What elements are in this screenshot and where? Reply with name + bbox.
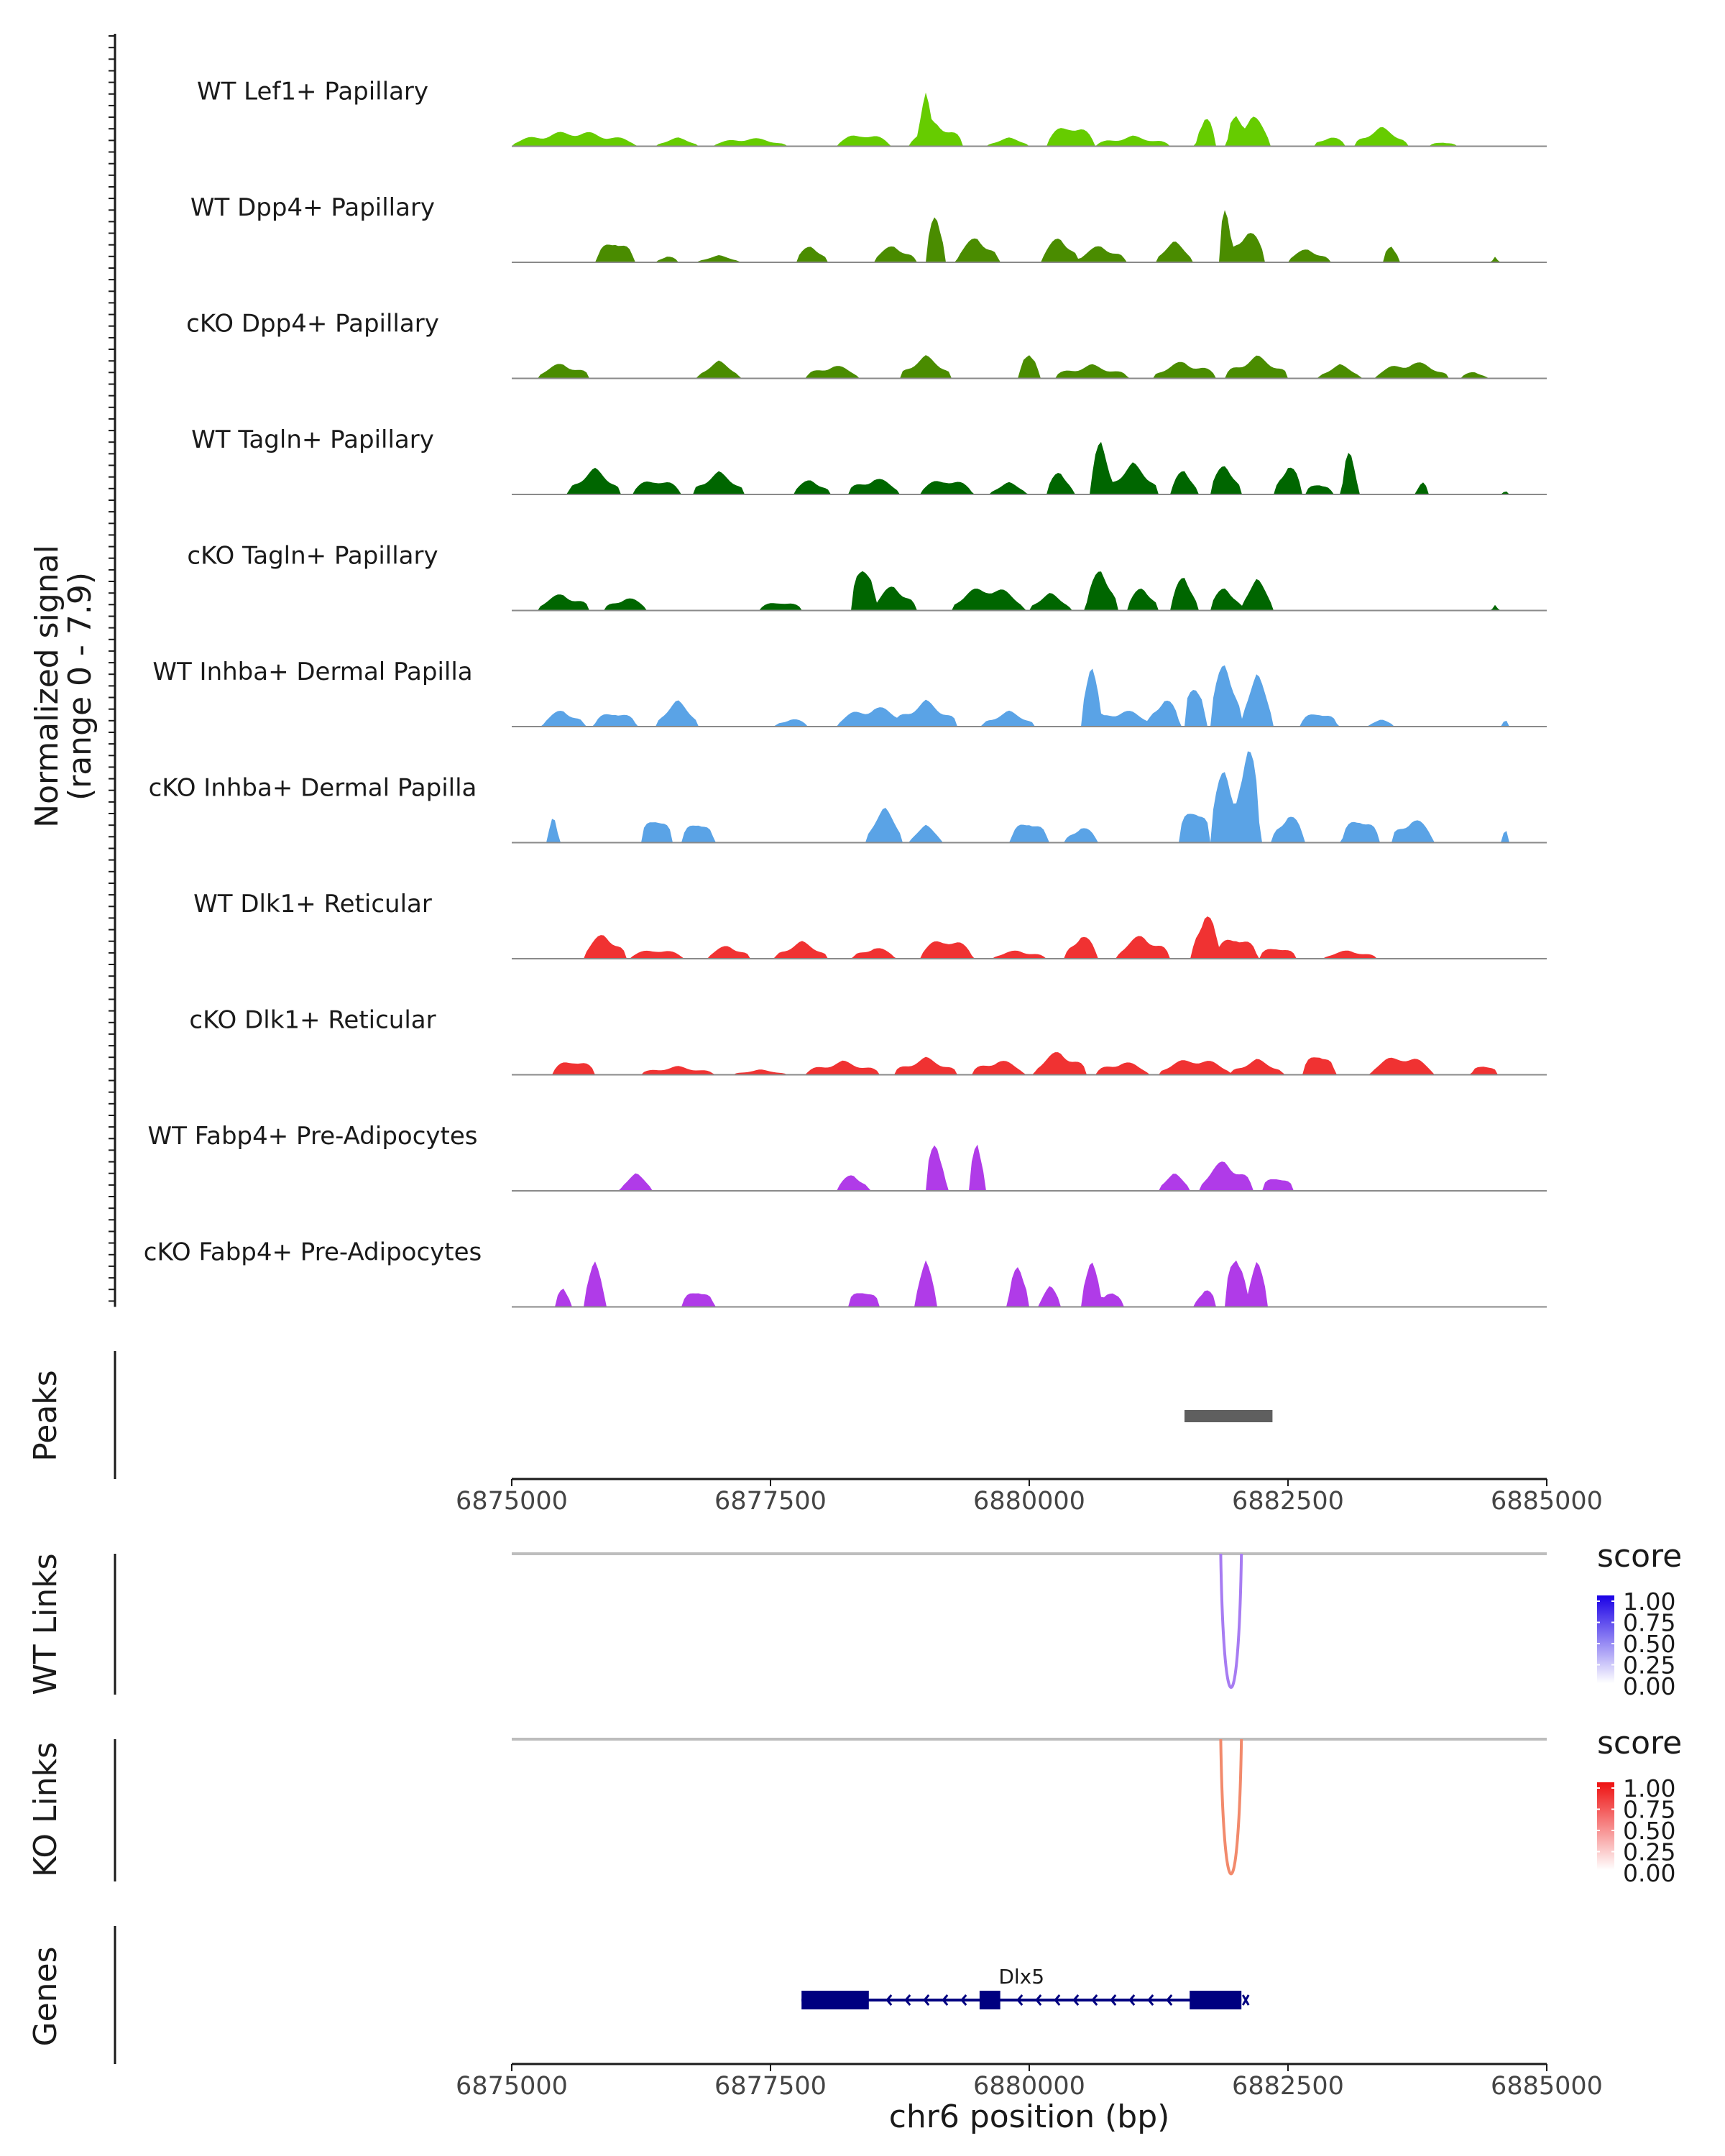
genes-y-label: Genes	[27, 1946, 64, 2046]
link-arc	[1219, 1738, 1243, 1876]
x-tick-label: 6877500	[714, 1487, 827, 1516]
link-y-label: WT Links	[27, 1553, 64, 1695]
peaks-y-label: Peaks	[27, 1370, 64, 1461]
coverage-track: cKO Inhba+ Dermal Papilla	[149, 751, 1547, 844]
coverage-y-ticks	[109, 35, 115, 1302]
coverage-panel: WT Lef1+ Papillary WT Dpp4+ Papillary cKO …	[29, 34, 1547, 1308]
coverage-area	[512, 751, 1547, 843]
link-track: WT Links score 1.000.750.500.250.00	[27, 1538, 1682, 1700]
strand-chevron	[1128, 1994, 1136, 2006]
coverage-area	[512, 210, 1547, 262]
legend-title: score	[1597, 1538, 1682, 1575]
strand-chevron	[923, 1994, 930, 2006]
strand-chevron	[1035, 1994, 1042, 2006]
coverage-track: WT Tagln+ Papillary	[191, 425, 1547, 495]
coverage-track: cKO Fabp4+ Pre-Adipocytes	[144, 1238, 1547, 1308]
y-label-line: Normalized signal	[29, 545, 65, 828]
strand-chevron	[1147, 1994, 1154, 2006]
strand-chevron	[960, 1994, 967, 2006]
strand-chevron	[904, 1994, 911, 2006]
strand-arrows	[886, 1994, 1173, 2006]
legend-colorbar	[1597, 1595, 1614, 1683]
track-label: WT Tagln+ Papillary	[191, 425, 434, 454]
x-axis-bottom: 6875000 6877500 6880000 6882500 6885000	[456, 2063, 1603, 2101]
strand-chevron	[1016, 1994, 1024, 2006]
gene-exon	[801, 1991, 869, 2009]
track-label: WT Dlk1+ Reticular	[193, 890, 432, 918]
coverage-area	[512, 355, 1547, 379]
track-label: WT Lef1+ Papillary	[197, 78, 428, 106]
peaks-panel: Peaks 6875000 6877500 6880000 6882500 6885000	[27, 1351, 1603, 1516]
gene-name: Dlx5	[998, 1965, 1044, 1989]
gene-exon	[1190, 1991, 1242, 2009]
x-tick-label: 6885000	[1491, 1487, 1603, 1516]
strand-chevron	[1166, 1994, 1173, 2006]
coverage-track: cKO Tagln+ Papillary	[187, 542, 1547, 612]
x-tick-label: 6882500	[1232, 1487, 1344, 1516]
legend-label: 0.75	[1623, 1796, 1675, 1824]
coverage-area	[512, 571, 1547, 611]
coverage-track: WT Fabp4+ Pre-Adipocytes	[148, 1122, 1547, 1192]
link-track: KO Links score 1.000.750.500.250.00	[27, 1725, 1682, 1887]
x-axis-title: chr6 position (bp)	[889, 2099, 1170, 2135]
genes-panel: Genes Dlx5 6875000 6877500 6880000 6882500 688…	[27, 1926, 1603, 2135]
coverage-track: WT Lef1+ Papillary	[197, 78, 1547, 147]
legend-label: 0.25	[1623, 1651, 1675, 1680]
strand-chevron	[886, 1994, 893, 2006]
strand-chevron	[1091, 1994, 1098, 2006]
strand-chevron	[1054, 1994, 1061, 2006]
coverage-area	[512, 916, 1547, 959]
coverage-area	[512, 665, 1547, 727]
track-label: cKO Tagln+ Papillary	[187, 542, 438, 571]
strand-chevron	[1110, 1994, 1117, 2006]
track-label: WT Inhba+ Dermal Papilla	[152, 658, 472, 686]
legend-label: 0.00	[1623, 1672, 1675, 1700]
legend-label: 0.75	[1623, 1609, 1675, 1637]
legend-label: 0.00	[1623, 1859, 1675, 1887]
coverage-track: WT Inhba+ Dermal Papilla	[152, 658, 1547, 727]
x-tick-label: 6877500	[714, 2072, 827, 2101]
coverage-area	[512, 441, 1547, 494]
peak-region	[1184, 1410, 1273, 1422]
x-tick-label: 6880000	[973, 2072, 1085, 2101]
coverage-track: cKO Dlk1+ Reticular	[189, 1006, 1547, 1076]
x-tick-label: 6882500	[1232, 2072, 1344, 2101]
coverage-track: cKO Dpp4+ Papillary	[186, 310, 1547, 379]
strand-chevron	[942, 1994, 949, 2006]
strand-chevron	[1072, 1994, 1080, 2006]
track-label: cKO Fabp4+ Pre-Adipocytes	[144, 1238, 482, 1267]
legend-label: 1.00	[1623, 1774, 1675, 1802]
x-axis-top: 6875000 6877500 6880000 6882500 6885000	[456, 1478, 1603, 1516]
legend-label: 1.00	[1623, 1588, 1675, 1616]
score-legend: score 1.000.750.500.250.00	[1597, 1725, 1682, 1887]
legend-title: score	[1597, 1725, 1682, 1761]
track-label: cKO Dlk1+ Reticular	[189, 1006, 436, 1035]
legend-label: 0.25	[1623, 1838, 1675, 1866]
coverage-track: WT Dlk1+ Reticular	[193, 890, 1547, 959]
coverage-y-label: Normalized signal(range 0 - 7.9)	[29, 545, 98, 828]
legend-label: 0.50	[1623, 1817, 1675, 1845]
x-tick-label: 6875000	[456, 1487, 568, 1516]
legend-colorbar	[1597, 1782, 1614, 1870]
gene-end-marker	[1241, 1994, 1250, 2006]
track-label: cKO Inhba+ Dermal Papilla	[149, 774, 477, 803]
link-y-label: KO Links	[27, 1742, 64, 1877]
link-arc	[1219, 1553, 1243, 1689]
coverage-area	[512, 92, 1547, 147]
x-tick-label: 6875000	[456, 2072, 568, 2101]
gene-exon	[979, 1991, 1000, 2009]
legend-label: 0.50	[1623, 1630, 1675, 1658]
x-tick-label: 6885000	[1491, 2072, 1603, 2101]
track-label: cKO Dpp4+ Papillary	[186, 310, 439, 338]
track-label: WT Fabp4+ Pre-Adipocytes	[148, 1122, 478, 1151]
track-label: WT Dpp4+ Papillary	[190, 193, 435, 222]
score-legend: score 1.000.750.500.250.00	[1597, 1538, 1682, 1700]
x-tick-label: 6880000	[973, 1487, 1085, 1516]
coverage-track: WT Dpp4+ Papillary	[190, 193, 1547, 263]
y-label-line: (range 0 - 7.9)	[62, 572, 98, 801]
